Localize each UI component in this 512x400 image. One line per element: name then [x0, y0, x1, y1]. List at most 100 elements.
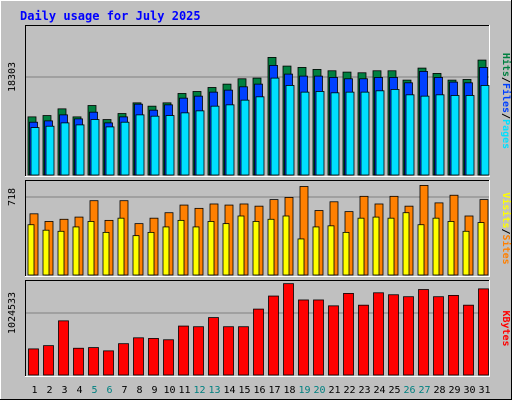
- x-tick-label: 22: [343, 385, 355, 396]
- bar-kbytes: [133, 337, 144, 376]
- panel-1: 18303 Hits/Files/Pages: [7, 25, 512, 177]
- bar-pages: [105, 126, 115, 176]
- bar-pages: [405, 94, 415, 176]
- bar-kbytes: [343, 293, 354, 376]
- bar-pages: [75, 124, 85, 176]
- bar-pages: [330, 92, 340, 176]
- legend-hits: Hits: [500, 53, 512, 77]
- bar-visits: [432, 217, 440, 276]
- bar-kbytes: [193, 326, 204, 376]
- bar-visits: [417, 224, 425, 276]
- bar-kbytes: [58, 320, 69, 376]
- bar-visits: [237, 215, 245, 276]
- y-axis-legend-label: Visits/Sites: [500, 192, 512, 264]
- bar-kbytes: [268, 295, 279, 376]
- bar-visits: [312, 226, 320, 276]
- bar-pages: [375, 90, 385, 176]
- bar-pages: [300, 91, 310, 176]
- bar-pages: [270, 77, 280, 176]
- bar-visits: [57, 230, 65, 276]
- bar-pages: [60, 122, 70, 176]
- x-axis-day-labels: 1 2 3 4 5 6 7 8 9 10 11 12 13 14 15 16 17 18 19 20 21 22 23 24 2…: [31, 385, 490, 396]
- x-tick-label: 6: [106, 385, 112, 396]
- bar-visits: [462, 230, 470, 276]
- legend-separator: /: [500, 77, 511, 83]
- bar-kbytes: [28, 348, 39, 376]
- x-tick-label: 24: [373, 385, 385, 396]
- x-tick-label: 2: [46, 385, 52, 396]
- bar-kbytes: [283, 283, 294, 376]
- bar-kbytes: [253, 308, 264, 376]
- legend-files: Files: [500, 83, 512, 113]
- x-tick-label: 28: [433, 385, 445, 396]
- x-tick-label: 16: [253, 385, 265, 396]
- x-tick-label: 5: [91, 385, 97, 396]
- bar-visits: [27, 224, 35, 276]
- bar-kbytes: [433, 296, 444, 376]
- x-tick-label: 21: [328, 385, 340, 396]
- x-tick-label: 9: [151, 385, 157, 396]
- y-tick-label: 18303: [7, 62, 18, 92]
- bar-kbytes: [358, 304, 369, 376]
- x-tick-label: 7: [121, 385, 127, 396]
- x-tick-label: 25: [388, 385, 400, 396]
- bar-kbytes: [178, 325, 189, 376]
- bar-kbytes: [328, 305, 339, 376]
- bar-visits: [87, 221, 95, 276]
- bar-kbytes: [388, 294, 399, 376]
- bar-kbytes: [238, 326, 249, 376]
- bar-visits: [372, 216, 380, 276]
- legend-pages: Pages: [500, 119, 511, 149]
- x-tick-label: 27: [418, 385, 430, 396]
- bar-pages: [450, 95, 460, 176]
- bar-pages: [390, 89, 400, 176]
- bar-pages: [480, 85, 490, 176]
- bar-kbytes: [103, 350, 114, 376]
- bar-pages: [165, 115, 175, 176]
- bar-kbytes: [208, 317, 219, 376]
- x-tick-label: 20: [313, 385, 325, 396]
- bar-visits: [402, 212, 410, 276]
- bar-kbytes: [298, 299, 309, 376]
- bar-pages: [30, 127, 40, 176]
- bar-pages: [90, 119, 100, 176]
- bar-visits: [327, 225, 335, 276]
- bar-visits: [117, 217, 125, 276]
- bar-visits: [477, 222, 485, 276]
- bar-pages: [180, 112, 190, 176]
- bar-pages: [45, 125, 55, 176]
- bar-kbytes: [73, 347, 84, 376]
- bar-pages: [150, 115, 160, 176]
- x-tick-label: 31: [478, 385, 490, 396]
- bar-kbytes: [163, 339, 174, 376]
- bar-visits: [147, 231, 155, 276]
- bar-visits: [102, 231, 110, 276]
- x-tick-label: 4: [76, 385, 82, 396]
- bar-kbytes: [403, 296, 414, 376]
- bar-kbytes: [418, 289, 429, 376]
- bar-kbytes: [448, 294, 459, 376]
- chart-title: Daily usage for July 2025: [20, 9, 201, 23]
- bar-visits: [72, 226, 80, 276]
- bar-pages: [255, 96, 265, 176]
- panel-2: 718 Visits/Sites: [7, 180, 512, 277]
- bar-visits: [222, 223, 230, 276]
- x-tick-label: 12: [193, 385, 205, 396]
- bar-visits: [162, 226, 170, 276]
- x-tick-label: 18: [283, 385, 295, 396]
- bar-pages: [210, 105, 220, 176]
- bar-visits: [207, 221, 215, 276]
- bar-kbytes: [463, 304, 474, 376]
- bar-kbytes: [118, 343, 129, 376]
- x-tick-label: 29: [448, 385, 460, 396]
- legend-kbytes: KBytes: [500, 310, 511, 346]
- bar-pages: [195, 110, 205, 176]
- x-tick-label: 13: [208, 385, 220, 396]
- bar-pages: [315, 91, 325, 176]
- bar-pages: [240, 99, 250, 176]
- x-tick-label: 26: [403, 385, 415, 396]
- bar-kbytes: [313, 299, 324, 376]
